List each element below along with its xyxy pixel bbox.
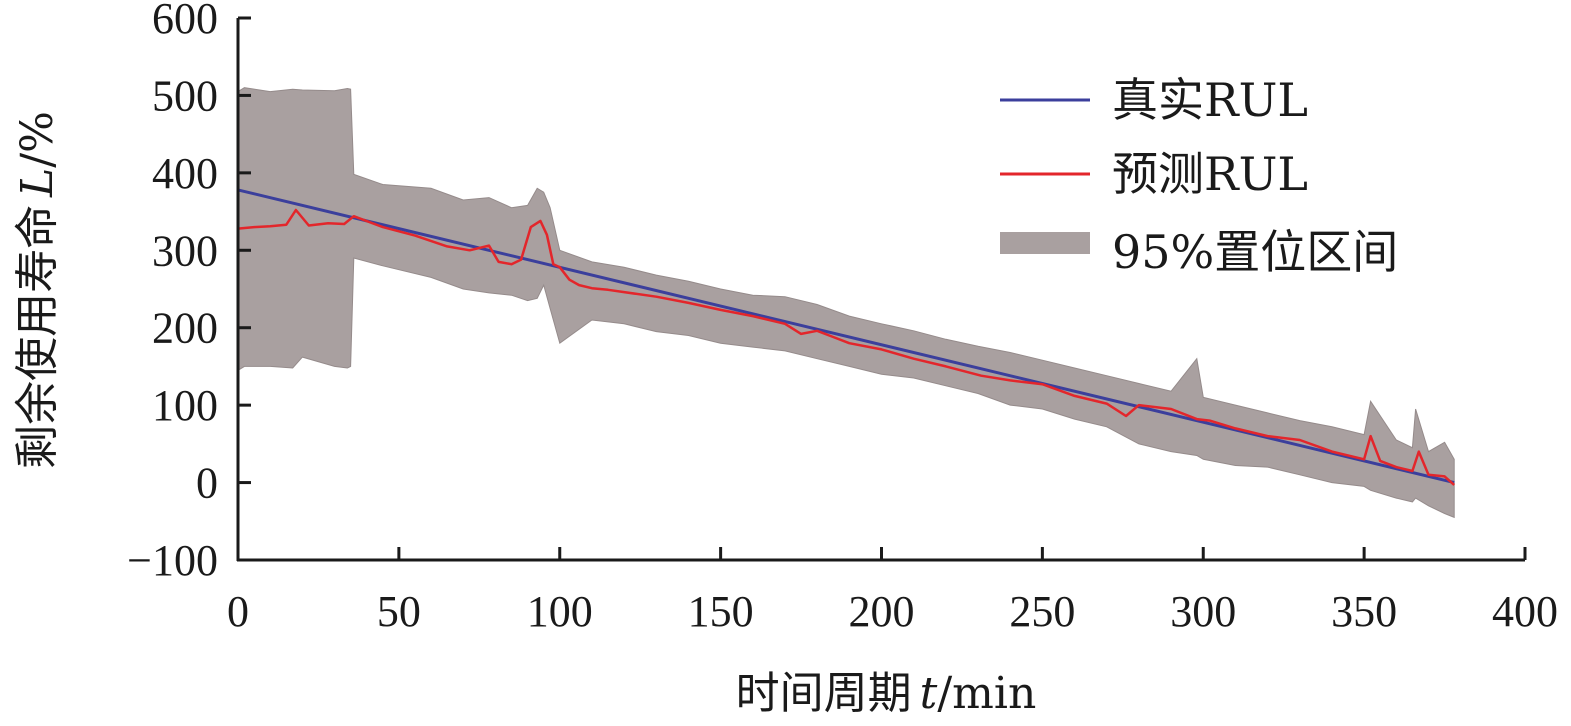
legend-ci-label: 95%置位区间 [1112,225,1398,279]
legend-ci-swatch [1000,232,1090,254]
y-tick-label: −100 [127,536,218,585]
x-tick-label: 0 [227,587,249,636]
legend-predicted-rul-label: 预测RUL [1112,147,1308,201]
y-tick-label: 100 [152,381,218,430]
x-ticks [236,547,1527,560]
legend-true-rul-label: 真实RUL [1112,73,1308,127]
x-axis-title: 时间周期 t/min [736,668,1037,719]
x-tick-label: 300 [1170,587,1236,636]
y-tick-label: 0 [196,459,218,508]
y-tick-label: 300 [152,226,218,275]
x-tick-label: 150 [688,587,754,636]
x-tick-label: 100 [527,587,593,636]
x-tick-label: 350 [1331,587,1397,636]
true-rul-line [237,188,1455,485]
y-tick-label: 600 [152,0,218,43]
predicted-rul-line [237,208,1456,486]
y-tick-label: 200 [152,304,218,353]
y-ticks [238,16,251,562]
y-tick-label: 400 [152,149,218,198]
x-tick-labels: 0 50 100 150 200 250 300 350 400 [227,587,1558,636]
x-tick-label: 50 [377,587,421,636]
y-axis-title: 剩余使用寿命L/% [12,111,63,469]
legend: 真实RUL 预测RUL 95%置位区间 [1000,73,1398,279]
x-tick-label: 200 [849,587,915,636]
y-tick-labels: −100 0 100 200 300 400 500 600 [127,0,218,585]
y-tick-label: 500 [152,71,218,120]
x-tick-label: 400 [1492,587,1558,636]
x-tick-label: 250 [1009,587,1075,636]
